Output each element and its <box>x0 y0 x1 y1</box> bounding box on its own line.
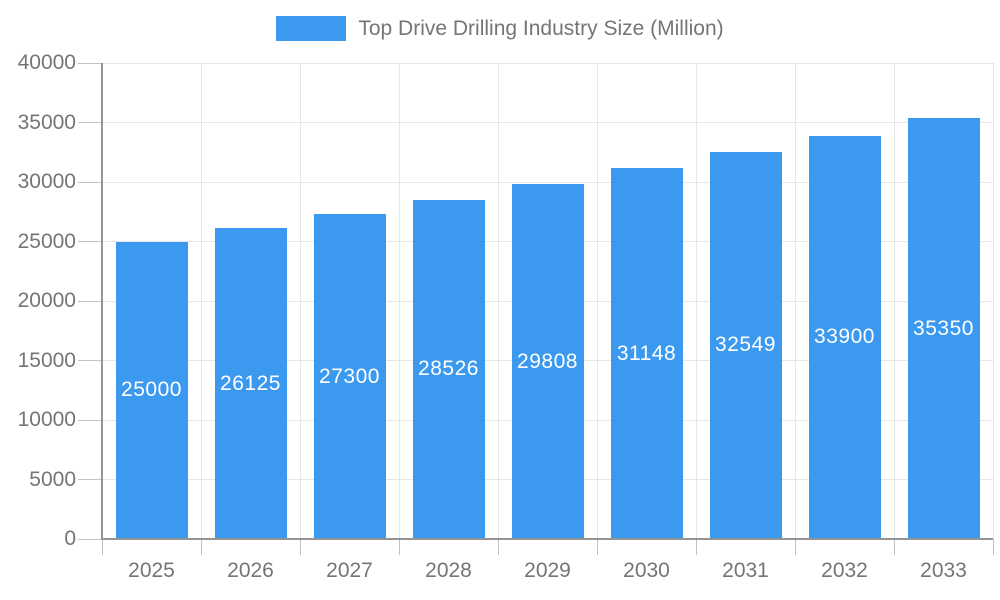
bar-value-label: 31148 <box>616 341 677 365</box>
bar[interactable]: 32549 <box>709 151 782 539</box>
v-gridline <box>497 63 499 539</box>
x-axis-tick <box>398 539 400 555</box>
x-axis-label: 2031 <box>722 559 769 582</box>
y-axis-tick <box>78 181 102 183</box>
y-axis-label: 20000 <box>17 289 76 312</box>
bar[interactable]: 25000 <box>115 241 188 539</box>
x-axis-tick <box>893 539 895 555</box>
y-axis-label: 35000 <box>17 110 76 134</box>
bar-value-label: 26125 <box>220 371 281 395</box>
bar[interactable]: 26125 <box>214 228 287 539</box>
x-axis-label: 2033 <box>920 559 967 582</box>
bar-value-label: 29808 <box>517 349 578 373</box>
x-axis-tick <box>200 539 202 555</box>
x-axis-tick <box>596 539 598 555</box>
y-axis-label: 25000 <box>17 229 76 253</box>
x-axis-label: 2032 <box>821 559 868 582</box>
bar-value-label: 33900 <box>814 325 875 349</box>
x-axis-label: 2028 <box>425 559 472 582</box>
h-gridline <box>102 62 993 64</box>
y-axis-label: 30000 <box>17 170 76 193</box>
bar-value-label: 28526 <box>418 357 479 381</box>
y-axis-label: 40000 <box>17 51 76 74</box>
y-axis-label: 0 <box>64 527 76 550</box>
y-axis-label: 5000 <box>29 467 76 491</box>
y-axis-label: 15000 <box>17 348 76 372</box>
x-axis-tick <box>101 539 103 555</box>
x-axis-label: 2030 <box>623 559 670 582</box>
v-gridline <box>992 63 994 539</box>
y-axis-tick <box>78 122 102 123</box>
y-axis-tick <box>78 538 102 540</box>
bar[interactable]: 29808 <box>511 184 584 539</box>
h-gridline <box>102 122 993 123</box>
x-axis-tick <box>695 539 697 555</box>
h-gridline <box>102 181 993 183</box>
bar-value-label: 25000 <box>121 378 182 402</box>
bar-value-label: 35350 <box>913 316 974 340</box>
v-gridline <box>893 63 895 539</box>
bar[interactable]: 28526 <box>412 199 485 539</box>
x-axis-tick <box>794 539 796 555</box>
v-gridline <box>794 63 796 539</box>
v-gridline <box>200 63 202 539</box>
x-axis-line <box>102 538 993 540</box>
y-axis-tick <box>78 300 102 302</box>
x-axis-label: 2027 <box>326 559 373 582</box>
x-axis-label: 2029 <box>524 559 571 582</box>
legend-label: Top Drive Drilling Industry Size (Millio… <box>358 16 724 40</box>
x-axis-tick <box>992 539 994 555</box>
legend-item[interactable]: Top Drive Drilling Industry Size (Millio… <box>276 16 724 41</box>
x-axis-tick <box>497 539 499 555</box>
v-gridline <box>398 63 400 539</box>
y-axis-tick <box>78 241 102 242</box>
x-axis-tick <box>299 539 301 555</box>
bar-value-label: 27300 <box>319 364 380 388</box>
y-axis-label: 10000 <box>17 408 76 431</box>
y-axis-line <box>101 63 103 540</box>
v-gridline <box>596 63 598 539</box>
bar[interactable]: 35350 <box>907 118 980 539</box>
bar[interactable]: 31148 <box>610 168 683 539</box>
bar[interactable]: 27300 <box>313 214 386 539</box>
x-axis-label: 2026 <box>227 559 274 582</box>
chart-legend: Top Drive Drilling Industry Size (Millio… <box>0 16 1000 41</box>
v-gridline <box>695 63 697 539</box>
y-axis-tick <box>78 479 102 480</box>
v-gridline <box>299 63 301 539</box>
y-axis-tick <box>78 419 102 421</box>
legend-swatch <box>276 16 347 41</box>
y-axis-tick <box>78 62 102 64</box>
y-axis-tick <box>78 360 102 361</box>
x-axis-label: 2025 <box>128 559 175 582</box>
bar-value-label: 32549 <box>715 333 776 357</box>
bar[interactable]: 33900 <box>808 135 881 539</box>
